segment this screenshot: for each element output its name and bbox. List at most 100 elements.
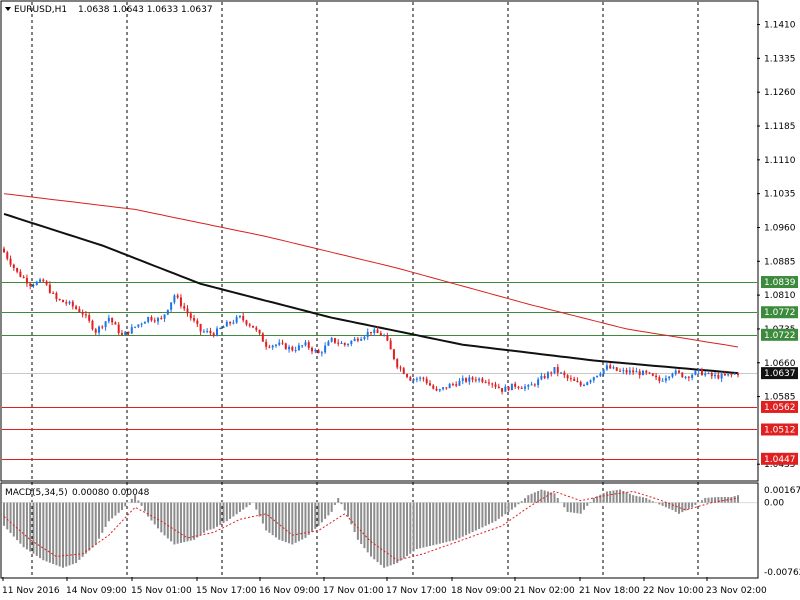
candle-body (524, 386, 527, 389)
price-tick-label: 1.0585 (764, 393, 796, 403)
candle-body (474, 379, 477, 381)
price-tick-label: 1.0885 (764, 257, 796, 267)
candle-body (268, 346, 271, 348)
candle-body (668, 376, 671, 379)
candle-body (586, 382, 589, 385)
candle-body (694, 370, 697, 375)
time-axis: 11 Nov 2016 14 Nov 09:00 15 Nov 01:00 15 No… (2, 577, 767, 596)
candle-body (717, 374, 720, 379)
candle-body (612, 367, 615, 369)
candle-body (271, 345, 274, 348)
time-tick-label: 16 Nov 09:00 (259, 586, 320, 596)
candle-body (399, 367, 402, 369)
candle-body (343, 342, 346, 345)
candle-body (455, 384, 458, 386)
candle-body (284, 343, 287, 350)
horizontal-levels (2, 282, 757, 460)
level-labels: 1.0839 1.0772 1.0722 1.0562 1.0512 1.0447 1.06… (761, 276, 798, 465)
time-tick-label: 22 Nov 10:00 (643, 586, 704, 596)
candle-body (569, 378, 572, 380)
main-chart-frame (0, 0, 759, 482)
price-tick-label: 1.1185 (764, 122, 796, 132)
candle-body (609, 365, 612, 369)
candle-body (517, 386, 520, 388)
candle-body (645, 370, 648, 373)
candle-body (58, 299, 61, 301)
candle-body (664, 378, 667, 381)
candle-body (235, 317, 238, 323)
candle-body (432, 385, 435, 389)
time-tick-label: 23 Nov 02:00 (706, 586, 767, 596)
candle-body (32, 284, 35, 286)
candle-body (641, 370, 644, 376)
candle-body (619, 370, 622, 372)
candle-body (442, 387, 445, 390)
candle-body (553, 367, 556, 374)
candle-body (592, 377, 595, 381)
price-tick-label: 1.1335 (764, 54, 796, 64)
candle-body (379, 333, 382, 336)
candle-body (150, 316, 153, 321)
candle-body (215, 328, 218, 336)
candle-body (635, 371, 638, 373)
price-tick-label: 1.1110 (764, 156, 796, 166)
candle-body (622, 370, 625, 372)
candle-body (681, 372, 684, 378)
candle-body (540, 376, 543, 380)
candle-body (678, 370, 681, 373)
candle-body (700, 369, 703, 376)
candle-body (347, 344, 350, 346)
candle-body (406, 373, 409, 378)
candle-body (337, 342, 340, 344)
candle-body (435, 388, 438, 391)
candle-body (543, 376, 546, 379)
candle-body (356, 338, 359, 341)
candle-body (25, 277, 28, 284)
candle-body (229, 321, 232, 324)
candle-body (55, 293, 58, 300)
candle-body (225, 321, 228, 327)
level-label: 1.0562 (764, 403, 796, 413)
candle-body (81, 312, 84, 315)
candle-body (465, 378, 468, 382)
level-label: 1.0447 (764, 455, 796, 465)
candle-body (304, 342, 307, 346)
candle-body (648, 372, 651, 374)
level-label: 1.0512 (764, 425, 796, 435)
candle-body (579, 382, 582, 386)
candle-body (484, 381, 487, 383)
candle-body (412, 379, 415, 381)
candle-body (723, 373, 726, 376)
candle-body (481, 378, 484, 382)
candle-body (733, 373, 736, 375)
candle-body (638, 371, 641, 376)
candle-body (314, 350, 317, 352)
candle-body (510, 383, 513, 391)
candle-body (307, 342, 310, 348)
candle-body (520, 387, 523, 389)
candle-body (278, 342, 281, 345)
candle-body (468, 377, 471, 382)
candle-body (29, 283, 32, 286)
candle-body (176, 295, 179, 298)
candle-body (546, 372, 549, 379)
candle-body (320, 352, 323, 354)
candle-body (179, 297, 182, 307)
candle-body (202, 331, 205, 333)
candle-body (737, 373, 739, 376)
candle-body (628, 370, 631, 373)
candle-body (651, 373, 654, 376)
candle-body (658, 377, 661, 381)
candle-body (35, 281, 38, 285)
level-label: 1.0839 (764, 278, 796, 288)
price-axis: 1.1410 1.1335 1.1260 1.1185 1.1110 1.1035 1.09… (757, 21, 800, 578)
candle-body (497, 386, 500, 389)
candle-body (425, 378, 428, 384)
candle-body (173, 295, 176, 303)
candle-body (281, 342, 284, 344)
candle-body (533, 384, 536, 386)
collapse-triangle-icon[interactable] (5, 7, 11, 11)
candle-body (376, 329, 379, 334)
level-label: 1.0772 (764, 308, 796, 318)
